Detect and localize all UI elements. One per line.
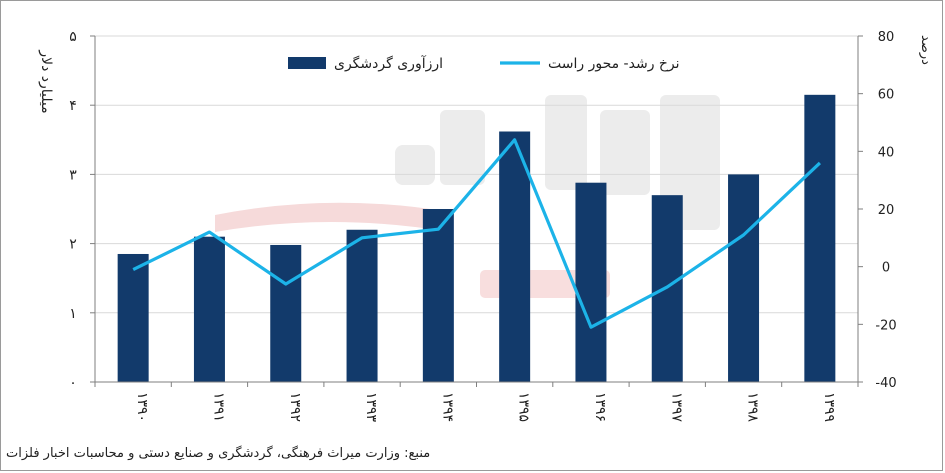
legend-line-label: نرخ رشد- محور راست bbox=[548, 56, 680, 72]
left-axis-title: میلیارد دلار bbox=[38, 49, 54, 113]
x-tick-label: ۱۳۹۸ bbox=[745, 392, 761, 423]
watermark-shape bbox=[395, 145, 435, 185]
bar bbox=[728, 174, 760, 382]
right-axis-title: درصد bbox=[918, 35, 933, 65]
bar bbox=[575, 182, 607, 382]
left-tick-label: ۴ bbox=[69, 98, 77, 114]
x-tick-label: ۱۳۹۴ bbox=[439, 392, 455, 422]
x-tick-label: ۱۳۹۵ bbox=[516, 392, 532, 422]
watermark-swoosh bbox=[215, 202, 450, 232]
left-tick-label: ۲ bbox=[69, 237, 77, 253]
bar bbox=[193, 236, 225, 382]
left-tick-label: ۳ bbox=[69, 167, 77, 183]
x-tick-label: ۱۳۹۲ bbox=[287, 392, 303, 422]
x-tick-label: ۱۳۹۰ bbox=[134, 392, 150, 422]
right-tick-label: 60 bbox=[878, 88, 895, 103]
right-tick-label: 20 bbox=[878, 203, 895, 218]
bar-series bbox=[117, 94, 836, 382]
bar bbox=[804, 94, 836, 382]
right-tick-label: 40 bbox=[878, 145, 895, 160]
source-note: منبع: وزارت میراث فرهنگی، گردشگری و صنای… bbox=[6, 446, 431, 461]
left-tick-label: ۰ bbox=[69, 375, 77, 391]
legend: ارزآوری گردشگری نرخ رشد- محور راست bbox=[288, 55, 680, 72]
watermark-shape bbox=[440, 110, 485, 185]
x-tick-label: ۱۳۹۹ bbox=[821, 392, 837, 422]
left-tick-label: ۵ bbox=[69, 29, 77, 45]
right-tick-label: -20 bbox=[875, 318, 896, 333]
bar bbox=[346, 229, 378, 382]
left-tick-label: ۱ bbox=[69, 306, 77, 322]
bar bbox=[499, 131, 531, 382]
growth-line bbox=[132, 138, 821, 329]
x-tick-label: ۱۳۹۳ bbox=[363, 392, 379, 423]
bar bbox=[270, 244, 302, 382]
right-tick-label: 0 bbox=[882, 261, 890, 276]
bar bbox=[117, 253, 149, 382]
right-tick-label: -40 bbox=[875, 376, 896, 391]
watermark-shape bbox=[545, 95, 587, 190]
x-tick-label: ۱۳۹۶ bbox=[592, 392, 608, 422]
bar bbox=[422, 209, 454, 382]
line-series bbox=[132, 138, 821, 329]
legend-bar-label: ارزآوری گردشگری bbox=[334, 55, 443, 72]
legend-bar-swatch bbox=[288, 57, 326, 69]
watermark-shape bbox=[600, 110, 650, 195]
axes: ۰ ۱ ۲ ۳ ۴ ۵ -40 -20 0 20 40 60 80 ۱۳۹۰ ۱۳۹۱ ۱۳۹۲ ۱۳۹۳ ۱۳۹… bbox=[38, 29, 933, 423]
x-tick-label: ۱۳۹۷ bbox=[668, 392, 684, 423]
x-tick-label: ۱۳۹۱ bbox=[210, 392, 226, 422]
right-tick-label: 80 bbox=[878, 30, 895, 45]
